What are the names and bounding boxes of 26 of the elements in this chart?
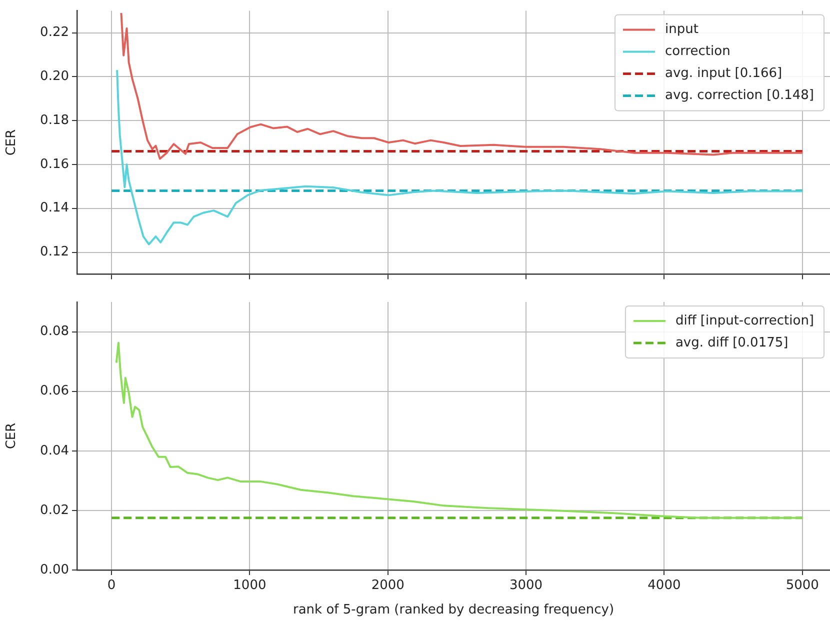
y-tick-label: 0.12 (40, 244, 69, 260)
x-tick-label: 3000 (509, 578, 543, 594)
y-axis-title: CER (4, 129, 20, 156)
legend-label: avg. correction [0.148] (665, 88, 814, 104)
y-tick-label: 0.00 (40, 562, 69, 578)
x-tick-label: 0 (107, 578, 116, 594)
y-tick-label: 0.16 (40, 156, 69, 172)
y-tick-label: 0.04 (40, 443, 69, 458)
x-tick-label: 2000 (371, 578, 404, 594)
y-tick-label: 0.14 (40, 200, 69, 216)
y-tick-label: 0.22 (40, 25, 69, 40)
y-tick-label: 0.02 (40, 502, 69, 518)
legend-label: input (665, 22, 698, 38)
legend-label: correction (665, 44, 730, 60)
y-axis-title: CER (4, 422, 20, 450)
legend-label: avg. diff [0.0175] (675, 335, 788, 350)
y-tick-label: 0.06 (40, 384, 69, 399)
x-axis-title: rank of 5-gram (ranked by decreasing frequency) (292, 602, 614, 618)
y-tick-label: 0.20 (40, 69, 69, 84)
y-tick-label: 0.08 (40, 324, 69, 340)
x-tick-label: 4000 (648, 578, 681, 594)
x-tick-label: 5000 (786, 578, 819, 594)
legend-label: diff [input-correction] (675, 313, 814, 328)
y-tick-label: 0.18 (40, 112, 69, 128)
x-tick-label: 1000 (233, 578, 266, 594)
legend-label: avg. input [0.166] (665, 66, 782, 82)
